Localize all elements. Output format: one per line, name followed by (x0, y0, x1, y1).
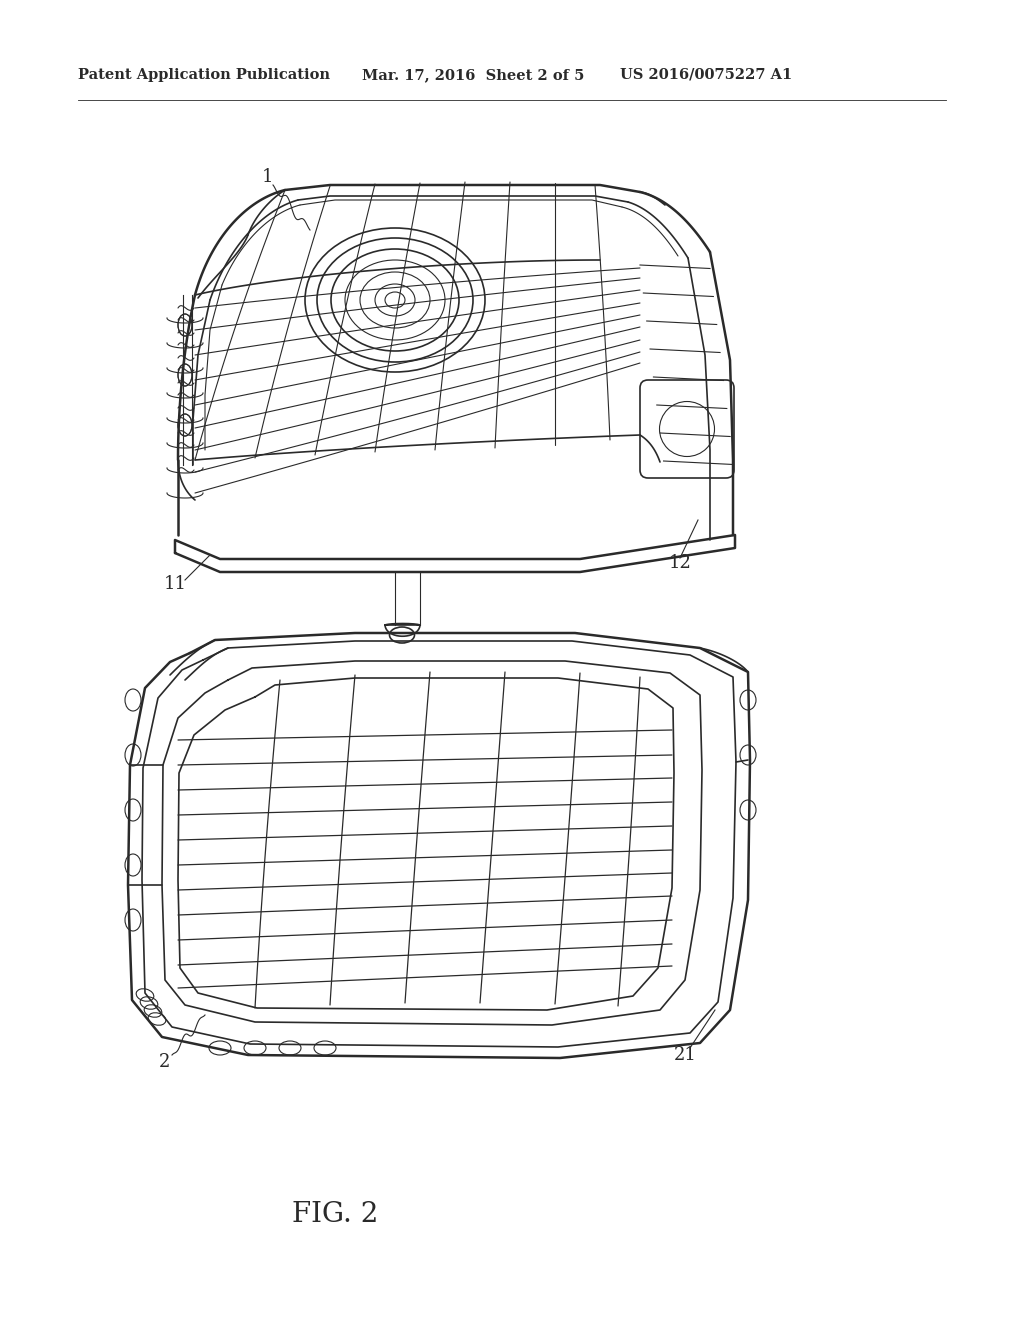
Text: 21: 21 (674, 1045, 696, 1064)
Text: FIG. 2: FIG. 2 (292, 1201, 378, 1229)
Text: Mar. 17, 2016  Sheet 2 of 5: Mar. 17, 2016 Sheet 2 of 5 (362, 69, 585, 82)
Text: 11: 11 (164, 576, 186, 593)
Text: 1: 1 (262, 168, 273, 186)
Text: Patent Application Publication: Patent Application Publication (78, 69, 330, 82)
Text: 12: 12 (669, 554, 691, 572)
Text: US 2016/0075227 A1: US 2016/0075227 A1 (620, 69, 793, 82)
Text: 2: 2 (160, 1053, 171, 1071)
